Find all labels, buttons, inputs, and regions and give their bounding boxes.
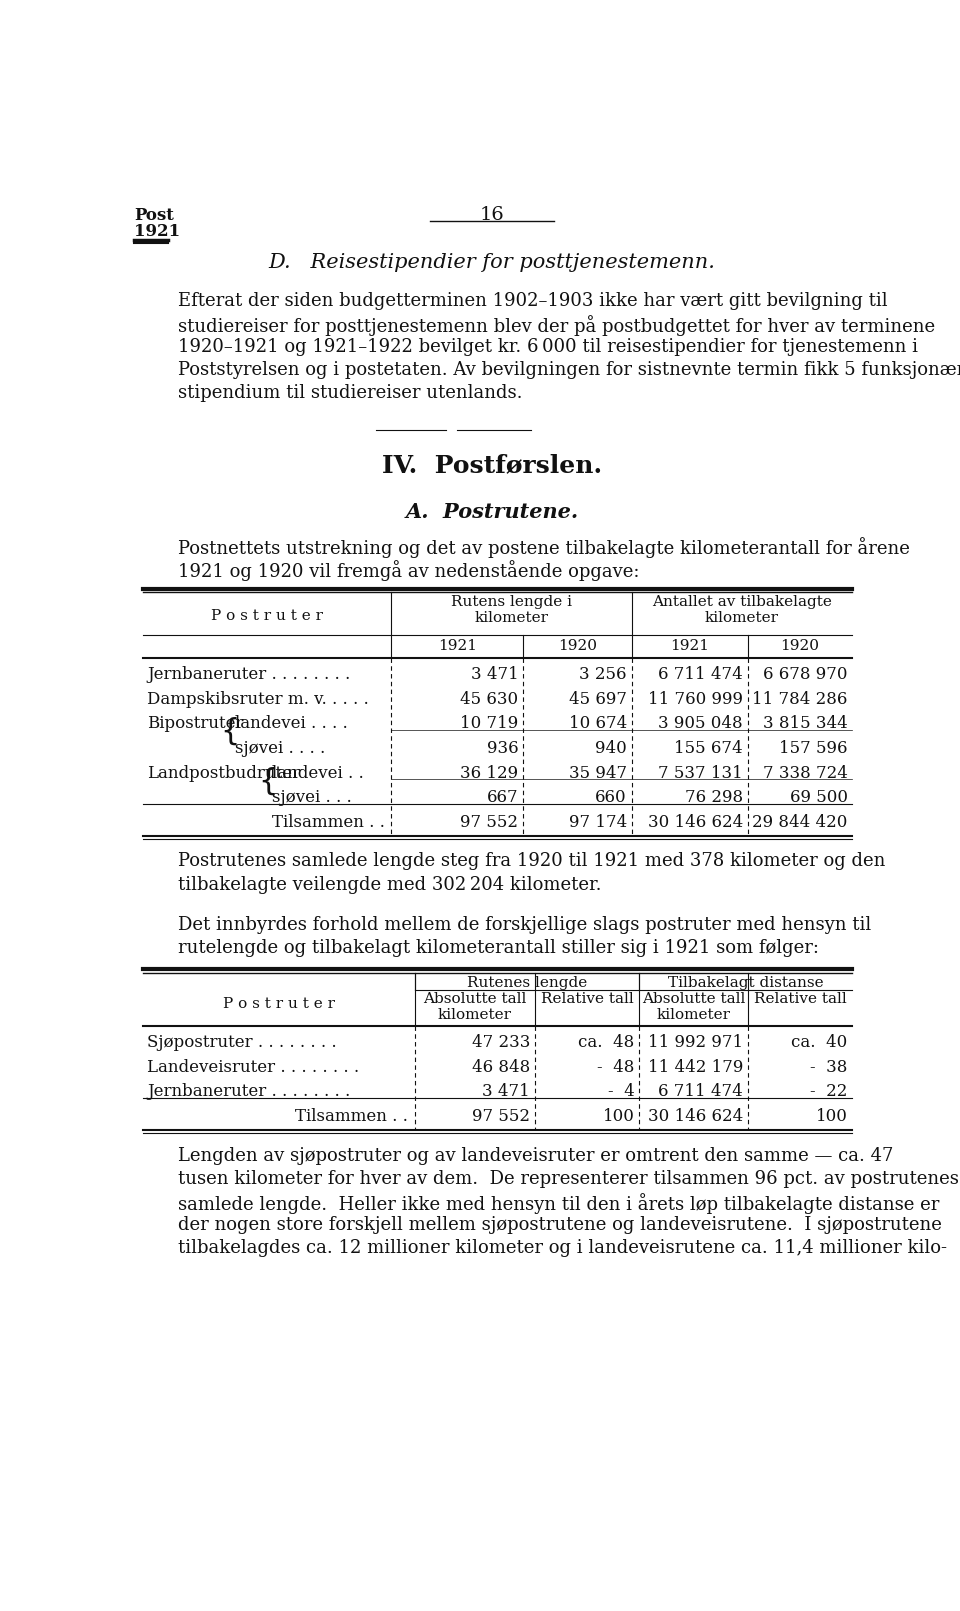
Text: 6 711 474: 6 711 474 [659,1084,743,1100]
Text: sjøvei . . . .: sjøvei . . . . [234,739,324,757]
Text: Rutenes lengde: Rutenes lengde [467,976,587,989]
Text: 47 233: 47 233 [471,1034,530,1050]
Text: Absolutte tall
kilometer: Absolutte tall kilometer [642,992,745,1021]
Text: 100: 100 [603,1108,635,1124]
Text: 36 129: 36 129 [460,765,518,781]
Text: 97 552: 97 552 [461,814,518,831]
Text: Det innbyrdes forhold mellem de forskjellige slags postruter med hensyn til: Det innbyrdes forhold mellem de forskjel… [179,915,872,934]
Text: 1921: 1921 [134,222,180,240]
Text: -  4: - 4 [608,1084,635,1100]
Text: -  22: - 22 [810,1084,848,1100]
Text: Postrutenes samlede lengde steg fra 1920 til 1921 med 378 kilometer og den: Postrutenes samlede lengde steg fra 1920… [179,852,885,870]
Text: -  48: - 48 [597,1058,635,1076]
Text: P o s t r u t e r: P o s t r u t e r [211,609,324,623]
Text: Tilsammen . .: Tilsammen . . [296,1108,408,1124]
Text: Antallet av tilbakelagte
kilometer: Antallet av tilbakelagte kilometer [652,594,832,625]
Text: Bipostruter: Bipostruter [147,715,244,733]
Text: tusen kilometer for hver av dem.  De representerer tilsammen 96 pct. av postrute: tusen kilometer for hver av dem. De repr… [179,1170,959,1187]
Text: 3 905 048: 3 905 048 [659,715,743,733]
Text: Absolutte tall
kilometer: Absolutte tall kilometer [422,992,526,1021]
Text: Rutens lengde i
kilometer: Rutens lengde i kilometer [451,594,572,625]
Text: Postnettets utstrekning og det av postene tilbakelagte kilometerantall for årene: Postnettets utstrekning og det av posten… [179,536,910,557]
Text: {: { [258,767,277,796]
Text: Sjøpostruter . . . . . . . .: Sjøpostruter . . . . . . . . [147,1034,337,1050]
Text: 97 552: 97 552 [472,1108,530,1124]
Text: 30 146 624: 30 146 624 [648,1108,743,1124]
Text: der nogen store forskjell mellem sjøpostrutene og landeveisrutene.  I sjøpostrut: der nogen store forskjell mellem sjøpost… [179,1216,942,1234]
Text: studiereiser for posttjenestemenn blev der på postbudgettet for hver av terminen: studiereiser for posttjenestemenn blev d… [179,316,935,337]
Text: stipendium til studiereiser utenlands.: stipendium til studiereiser utenlands. [179,385,522,403]
Text: Relative tall: Relative tall [754,992,847,1005]
Text: {: { [221,717,240,746]
Text: 11 784 286: 11 784 286 [753,691,848,707]
Text: Poststyrelsen og i postetaten. Av bevilgningen for sistnevnte termin fikk 5 funk: Poststyrelsen og i postetaten. Av bevilg… [179,361,960,379]
Text: Landeveisruter . . . . . . . .: Landeveisruter . . . . . . . . [147,1058,359,1076]
Text: -  38: - 38 [810,1058,848,1076]
Text: A.  Postrutene.: A. Postrutene. [405,503,579,522]
Text: landevei . .: landevei . . [272,765,364,781]
Text: 1921 og 1920 vil fremgå av nedenstående opgave:: 1921 og 1920 vil fremgå av nedenstående … [179,561,639,582]
Text: 1920–1921 og 1921–1922 bevilget kr. 6 000 til reisestipendier for tjenestemenn i: 1920–1921 og 1921–1922 bevilget kr. 6 00… [179,338,918,356]
Text: rutelengde og tilbakelagt kilometerantall stiller sig i 1921 som følger:: rutelengde og tilbakelagt kilometerantal… [179,939,819,957]
Text: 7 537 131: 7 537 131 [659,765,743,781]
Text: 7 338 724: 7 338 724 [763,765,848,781]
Text: 1920: 1920 [780,640,820,652]
Text: 45 697: 45 697 [569,691,627,707]
Text: 11 442 179: 11 442 179 [648,1058,743,1076]
Text: 45 630: 45 630 [460,691,518,707]
Text: 29 844 420: 29 844 420 [753,814,848,831]
Text: 3 471: 3 471 [470,665,518,683]
Text: D.   Reisestipendier for posttjenestemenn.: D. Reisestipendier for posttjenestemenn. [269,253,715,272]
Text: 1921: 1921 [670,640,709,652]
Text: Tilbakelagt distanse: Tilbakelagt distanse [668,976,824,989]
Text: sjøvei . . .: sjøvei . . . [272,789,351,806]
Text: 936: 936 [487,739,518,757]
Text: 155 674: 155 674 [675,739,743,757]
Text: landevei . . . .: landevei . . . . [234,715,348,733]
Text: 10 719: 10 719 [460,715,518,733]
Text: 660: 660 [595,789,627,806]
Text: ca.  48: ca. 48 [578,1034,635,1050]
Text: tilbakelagte veilengde med 302 204 kilometer.: tilbakelagte veilengde med 302 204 kilom… [179,875,602,894]
Text: ca.  40: ca. 40 [791,1034,848,1050]
Text: 97 174: 97 174 [568,814,627,831]
Text: IV.  Postførslen.: IV. Postførslen. [382,454,602,477]
Text: 667: 667 [487,789,518,806]
Text: 35 947: 35 947 [568,765,627,781]
Text: Dampskibsruter m. v. . . . .: Dampskibsruter m. v. . . . . [147,691,369,707]
Text: tilbakelagdes ca. 12 millioner kilometer og i landeveisrutene ca. 11,4 millioner: tilbakelagdes ca. 12 millioner kilometer… [179,1239,948,1257]
Text: 3 815 344: 3 815 344 [763,715,848,733]
Text: 100: 100 [816,1108,848,1124]
Text: 1920: 1920 [558,640,597,652]
Text: 10 674: 10 674 [568,715,627,733]
Text: Jernbaneruter . . . . . . . .: Jernbaneruter . . . . . . . . [147,1084,350,1100]
Text: P o s t r u t e r: P o s t r u t e r [223,997,335,1012]
Text: 16: 16 [480,206,504,224]
Text: Tilsammen . .: Tilsammen . . [273,814,385,831]
Text: 157 596: 157 596 [780,739,848,757]
Text: 6 678 970: 6 678 970 [763,665,848,683]
Text: Lengden av sjøpostruter og av landeveisruter er omtrent den samme — ca. 47: Lengden av sjøpostruter og av landeveisr… [179,1147,894,1165]
Text: Landpostbudruter: Landpostbudruter [147,765,300,781]
Text: 940: 940 [595,739,627,757]
Text: 30 146 624: 30 146 624 [648,814,743,831]
Text: 11 760 999: 11 760 999 [648,691,743,707]
Text: 69 500: 69 500 [790,789,848,806]
Text: 3 256: 3 256 [579,665,627,683]
Text: 3 471: 3 471 [482,1084,530,1100]
Text: 76 298: 76 298 [685,789,743,806]
Text: Efterat der siden budgetterminen 1902–1903 ikke har vært gitt bevilgning til: Efterat der siden budgetterminen 1902–19… [179,292,888,309]
Text: 11 992 971: 11 992 971 [648,1034,743,1050]
Text: samlede lengde.  Heller ikke med hensyn til den i årets løp tilbakelagte distans: samlede lengde. Heller ikke med hensyn t… [179,1192,940,1213]
Text: 1921: 1921 [438,640,476,652]
Text: 6 711 474: 6 711 474 [659,665,743,683]
Text: Post: Post [134,208,174,224]
Text: Jernbaneruter . . . . . . . .: Jernbaneruter . . . . . . . . [147,665,350,683]
Text: 46 848: 46 848 [471,1058,530,1076]
Text: Relative tall: Relative tall [540,992,634,1005]
